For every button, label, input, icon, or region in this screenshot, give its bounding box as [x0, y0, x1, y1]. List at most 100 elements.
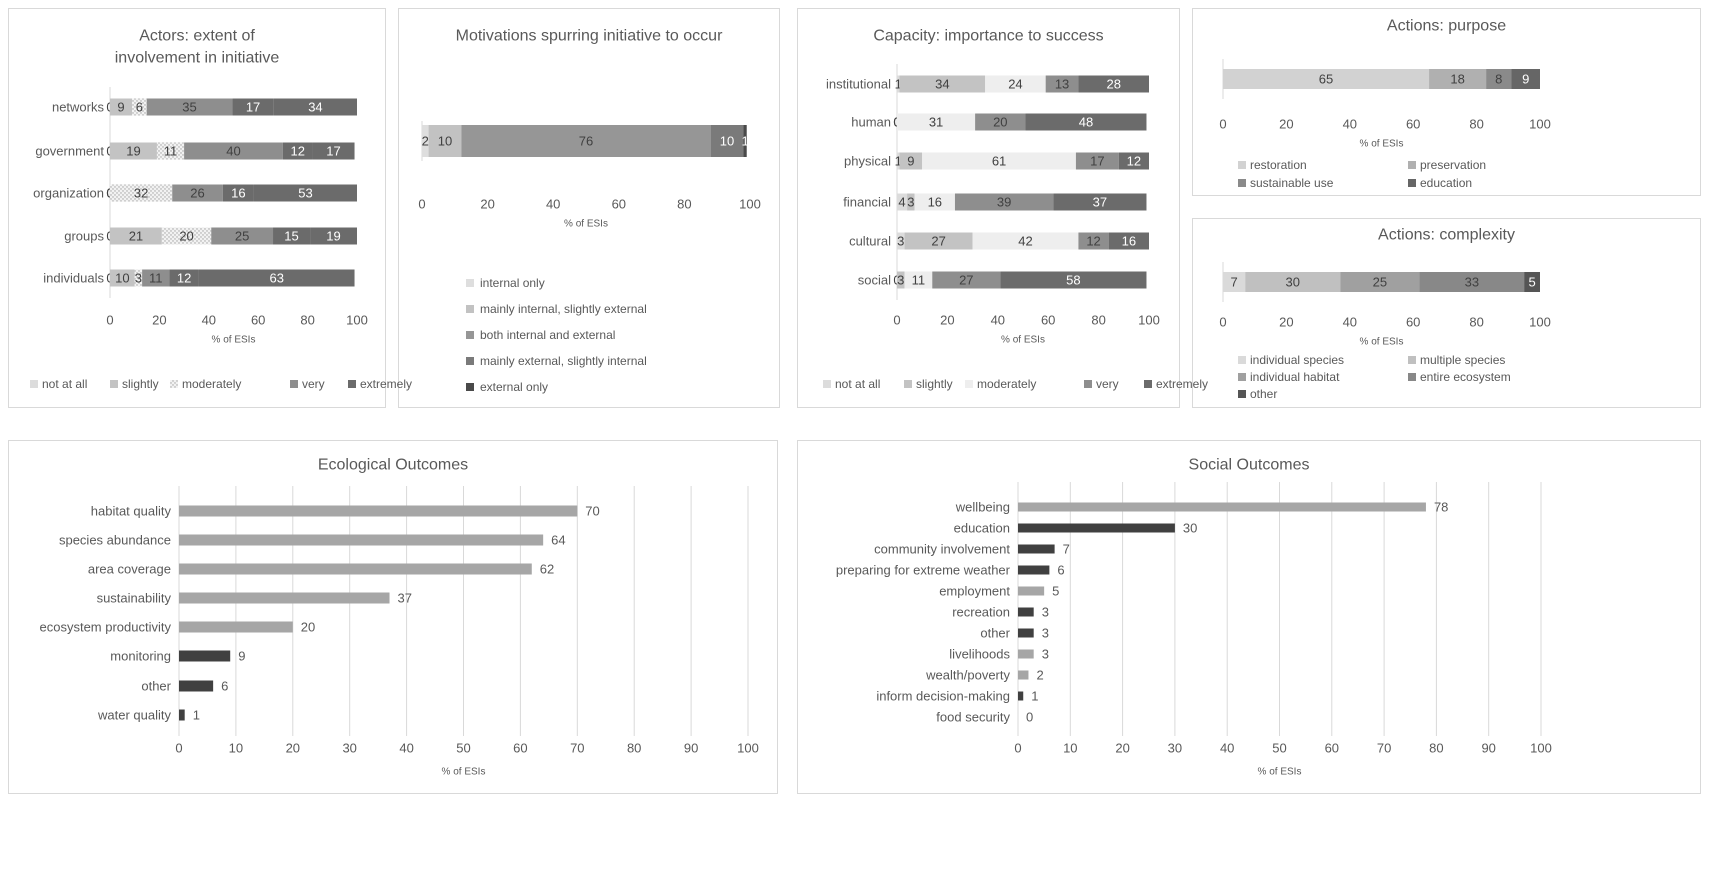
complexity-legend-swatch	[1408, 373, 1416, 381]
social-data-label: 0	[1026, 710, 1033, 725]
social-category-label: inform decision-making	[876, 689, 1010, 704]
social-category-label: recreation	[952, 605, 1010, 620]
purpose-xlabel: % of ESIs	[1360, 139, 1404, 150]
actors-bar-segment	[110, 142, 157, 160]
capacity-xtick: 60	[1041, 313, 1055, 328]
ecological-xtick: 90	[684, 741, 698, 756]
motivations-data-label: 10	[720, 134, 734, 149]
motivations-data-label: 10	[438, 134, 452, 149]
social-xtick: 0	[1014, 741, 1021, 756]
actors-data-label: 17	[326, 144, 340, 159]
purpose-legend-swatch	[1408, 161, 1416, 169]
purpose-legend-label: preservation	[1420, 158, 1486, 172]
ecological-category-label: water quality	[97, 708, 171, 723]
motivations-legend-label: both internal and external	[480, 328, 615, 342]
ecological-data-label: 1	[193, 708, 200, 723]
social-category-label: livelihoods	[949, 647, 1010, 662]
capacity-category-label: physical	[844, 154, 891, 169]
purpose-panel	[1192, 8, 1701, 196]
actors-data-label: 26	[190, 186, 204, 201]
motivations-bar-segment	[743, 125, 747, 157]
capacity-bar-segment	[1053, 193, 1147, 211]
actors-bar-segment	[312, 142, 355, 160]
ecological-bar	[179, 534, 544, 546]
motivations-xtick: 80	[677, 197, 691, 212]
capacity-data-label: 58	[1066, 273, 1080, 288]
complexity-xtick: 40	[1343, 315, 1357, 330]
purpose-xtick: 20	[1279, 117, 1293, 132]
actors-bar-segment	[134, 269, 143, 287]
purpose-legend-swatch	[1238, 161, 1246, 169]
motivations-legend-label: internal only	[480, 276, 545, 290]
social-title: Social Outcomes	[1189, 457, 1310, 474]
actors-bar-segment	[110, 269, 135, 287]
complexity-legend-label: multiple species	[1420, 353, 1505, 367]
social-bar	[1018, 691, 1024, 701]
capacity-bar-segment	[1000, 271, 1147, 289]
actors-legend-label: not at all	[42, 377, 87, 391]
actors-bar-segment	[132, 98, 147, 116]
capacity-legend-label: moderately	[977, 377, 1036, 391]
social-xlabel: % of ESIs	[1258, 767, 1302, 778]
ecological-xlabel: % of ESIs	[442, 767, 486, 778]
capacity-bar-segment	[904, 232, 973, 250]
motivations-xtick: 20	[480, 197, 494, 212]
ecological-xtick: 70	[570, 741, 584, 756]
actors-data-label: 11	[164, 144, 178, 159]
motivations-xlabel: % of ESIs	[564, 219, 608, 230]
motivations-title: Motivations spurring initiative to occur	[456, 28, 723, 45]
purpose-bar-segment	[1429, 69, 1487, 89]
capacity-bar-segment	[972, 232, 1079, 250]
capacity-data-label: 42	[1018, 234, 1032, 249]
actors-bar-segment	[184, 142, 283, 160]
actors-category-label: government	[35, 144, 104, 159]
social-data-label: 3	[1042, 605, 1049, 620]
motivations-legend-swatch	[466, 383, 474, 391]
actors-category-label: groups	[64, 229, 104, 244]
social-category-label: preparing for extreme weather	[836, 563, 1011, 578]
actors-xlabel: % of ESIs	[212, 335, 256, 346]
complexity-data-label: 30	[1286, 275, 1300, 290]
motivations-bar-segment	[461, 125, 711, 157]
ecological-bar	[179, 650, 231, 662]
purpose-data-label: 8	[1495, 72, 1502, 87]
ecological-data-label: 6	[221, 679, 228, 694]
motivations-legend-label: mainly internal, slightly external	[480, 302, 647, 316]
ecological-category-label: area coverage	[88, 562, 171, 577]
actors-bar-segment	[142, 269, 170, 287]
capacity-data-label: 12	[1086, 234, 1100, 249]
capacity-bar-segment	[904, 271, 933, 289]
actors-data-label: 12	[177, 271, 191, 286]
capacity-bar-segment	[1118, 152, 1149, 170]
capacity-data-label: 39	[997, 195, 1011, 210]
purpose-legend-label: restoration	[1250, 158, 1307, 172]
purpose-legend-label: education	[1420, 176, 1472, 190]
capacity-data-label: 12	[1127, 154, 1141, 169]
actors-category-label: organization	[33, 186, 104, 201]
ecological-xtick: 10	[229, 741, 243, 756]
motivations-legend-swatch	[466, 279, 474, 287]
social-bar	[1018, 586, 1045, 596]
social-xtick: 70	[1377, 741, 1391, 756]
capacity-bar-segment	[897, 232, 905, 250]
actors-legend-swatch	[170, 380, 178, 388]
purpose-xtick: 60	[1406, 117, 1420, 132]
actors-legend-swatch	[290, 380, 298, 388]
motivations-xtick: 40	[546, 197, 560, 212]
ecological-bar	[179, 680, 214, 692]
ecological-xtick: 80	[627, 741, 641, 756]
ecological-bar	[179, 592, 390, 604]
actors-bar-segment	[169, 269, 199, 287]
ecological-category-label: monitoring	[110, 649, 171, 664]
capacity-bar-segment	[1075, 152, 1119, 170]
capacity-data-label: 1	[895, 77, 902, 92]
social-panel	[797, 440, 1701, 794]
actors-bar-segment	[198, 269, 355, 287]
actors-data-label: 32	[134, 186, 148, 201]
social-bar	[1018, 502, 1426, 512]
complexity-bar-segment	[1340, 272, 1420, 292]
capacity-bar-segment	[907, 193, 915, 211]
capacity-legend-label: extremely	[1156, 377, 1208, 391]
complexity-legend-label: individual species	[1250, 353, 1344, 367]
